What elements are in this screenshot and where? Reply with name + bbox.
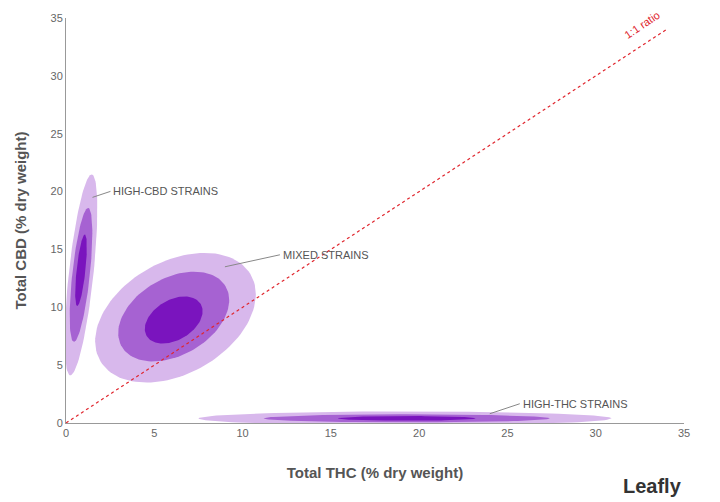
- svg-text:Total CBD (% dry weight): Total CBD (% dry weight): [12, 131, 29, 309]
- svg-text:20: 20: [51, 185, 63, 197]
- svg-text:HIGH-THC STRAINS: HIGH-THC STRAINS: [523, 398, 628, 410]
- svg-text:30: 30: [590, 427, 602, 439]
- svg-text:35: 35: [678, 427, 690, 439]
- svg-text:Leafly: Leafly: [623, 475, 682, 497]
- svg-text:25: 25: [501, 427, 513, 439]
- svg-text:5: 5: [57, 359, 63, 371]
- svg-text:20: 20: [413, 427, 425, 439]
- svg-text:0: 0: [57, 417, 63, 429]
- svg-text:10: 10: [236, 427, 248, 439]
- svg-text:15: 15: [51, 243, 63, 255]
- svg-text:HIGH-CBD STRAINS: HIGH-CBD STRAINS: [113, 185, 218, 197]
- svg-text:35: 35: [51, 12, 63, 24]
- svg-text:30: 30: [51, 70, 63, 82]
- svg-text:10: 10: [51, 301, 63, 313]
- svg-text:0: 0: [63, 427, 69, 439]
- svg-text:1:1 ratio: 1:1 ratio: [622, 9, 662, 41]
- svg-text:25: 25: [51, 128, 63, 140]
- svg-text:Total THC (% dry weight): Total THC (% dry weight): [287, 464, 463, 481]
- svg-text:MIXED STRAINS: MIXED STRAINS: [283, 249, 369, 261]
- svg-text:5: 5: [151, 427, 157, 439]
- svg-text:15: 15: [325, 427, 337, 439]
